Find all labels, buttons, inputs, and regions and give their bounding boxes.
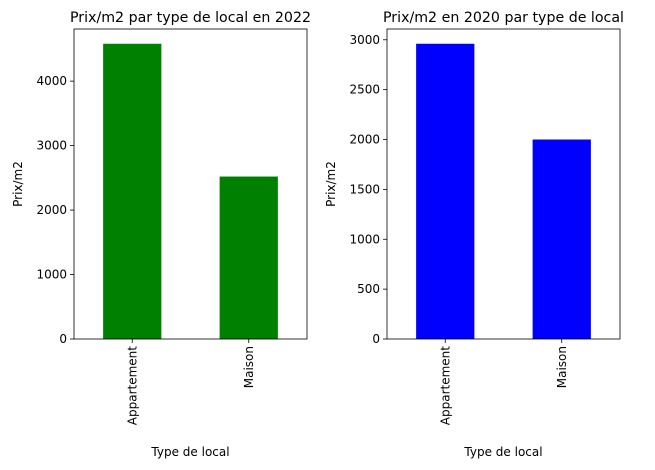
- x-tick-label-maison: Maison: [555, 346, 569, 388]
- y-tick-label: 0: [372, 332, 380, 346]
- y-axis-label: Prix/m2: [11, 161, 25, 207]
- x-axis-label: Type de local: [150, 445, 229, 459]
- y-tick-label: 2000: [349, 133, 380, 147]
- chart-title: Prix/m2 par type de local en 2022: [70, 10, 311, 26]
- y-tick-label: 2500: [349, 83, 380, 97]
- axes-frame: [386, 28, 621, 340]
- y-tick-label: 4000: [36, 74, 67, 88]
- x-axis-label: Type de local: [463, 445, 542, 459]
- y-axis-label: Prix/m2: [324, 161, 338, 207]
- y-tick-label: 500: [357, 282, 380, 296]
- bar-appartement: [416, 43, 475, 340]
- y-tick-label: 1000: [349, 232, 380, 246]
- y-tick-label: 1500: [349, 182, 380, 196]
- axes-frame: [73, 28, 308, 340]
- y-tick-label: 0: [59, 332, 67, 346]
- y-tick-label: 2000: [36, 203, 67, 217]
- chart-title: Prix/m2 en 2020 par type de local: [383, 10, 624, 26]
- y-tick-label: 3000: [36, 139, 67, 153]
- x-tick-label-appartement: Appartement: [125, 346, 139, 425]
- y-tick-label: 1000: [36, 268, 67, 282]
- y-tick-label: 3000: [349, 33, 380, 47]
- bar-maison: [219, 176, 278, 339]
- chart-panel-1: 0 1000 2000 3000 4000 Appartement Maison Prix/m…: [11, 10, 311, 459]
- bar-appartement: [103, 43, 162, 340]
- x-tick-label-maison: Maison: [242, 346, 256, 388]
- x-tick-label-appartement: Appartement: [438, 346, 452, 425]
- bar-maison: [532, 139, 591, 339]
- chart-panel-2: 0 500 1000 1500 2000 2500 3000 Appartement Maiso…: [324, 10, 624, 459]
